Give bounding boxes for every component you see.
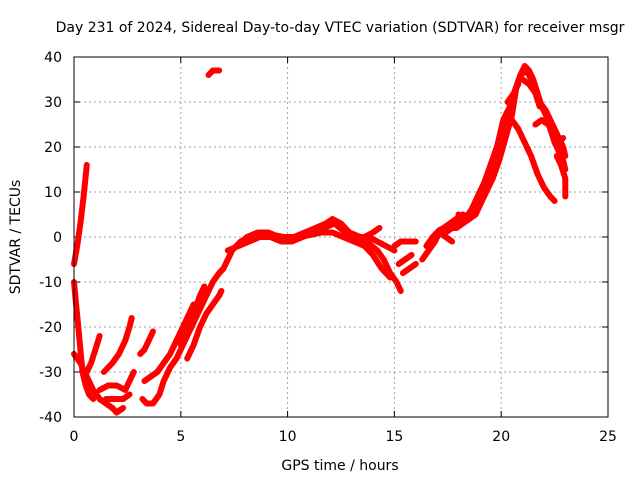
x-tick-label: 0 — [70, 429, 79, 445]
data-series-seg13 — [205, 67, 223, 78]
data-series-seg1 — [71, 162, 90, 267]
data-series-seg5 — [96, 369, 137, 393]
x-tick-label: 5 — [176, 429, 185, 445]
x-tick-label: 25 — [599, 429, 617, 445]
data-series-seg25 — [455, 202, 481, 222]
y-tick-label: -30 — [39, 365, 62, 381]
y-tick-label: -40 — [39, 410, 62, 426]
y-axis-label: SDTVAR / TECUs — [8, 180, 24, 295]
y-tick-label: 40 — [44, 50, 62, 66]
y-tick-label: -20 — [39, 320, 62, 336]
data-series-seg19 — [395, 252, 415, 267]
data-series-seg21 — [419, 229, 456, 263]
data-series-seg28 — [553, 153, 569, 200]
y-tick-label: 10 — [44, 185, 62, 201]
data-series-seg6 — [100, 315, 135, 375]
y-tick-label: 20 — [44, 140, 62, 156]
data-series-seg16 — [233, 229, 394, 281]
data-series-seg12 — [184, 288, 225, 362]
data-series-seg23 — [442, 81, 522, 236]
data-series-seg8 — [137, 328, 156, 357]
y-tick-label: 30 — [44, 95, 62, 111]
x-tick-label: 10 — [279, 429, 297, 445]
plot-area — [71, 63, 569, 416]
data-series-seg18 — [391, 238, 419, 249]
x-axis-label: GPS time / hours — [281, 458, 398, 474]
x-tick-labels: 0 5 10 15 20 25 — [70, 429, 617, 445]
y-tick-labels: -40 -30 -20 -10 0 10 20 30 40 — [39, 50, 62, 426]
data-series-seg27 — [532, 117, 567, 146]
data-series-seg20 — [399, 261, 419, 276]
x-tick-label: 15 — [385, 429, 403, 445]
data-series-seg4 — [83, 333, 103, 375]
y-tick-label: 0 — [53, 230, 62, 246]
data-series-seg9 — [139, 265, 227, 407]
data-series-seg17 — [344, 225, 383, 245]
data-series-seg7 — [103, 391, 133, 402]
y-tick-label: -10 — [39, 275, 62, 291]
x-tick-label: 20 — [492, 429, 510, 445]
data-series-seg3 — [71, 351, 127, 416]
data-series-seg15 — [224, 220, 404, 294]
chart-title: Day 231 of 2024, Sidereal Day-to-day VTE… — [56, 20, 625, 36]
data-series-seg11 — [177, 283, 208, 348]
data-series-seg29 — [519, 76, 543, 110]
data-series-seg10 — [141, 301, 197, 384]
plot-frame — [73, 56, 609, 418]
data-series-seg24 — [446, 108, 558, 231]
